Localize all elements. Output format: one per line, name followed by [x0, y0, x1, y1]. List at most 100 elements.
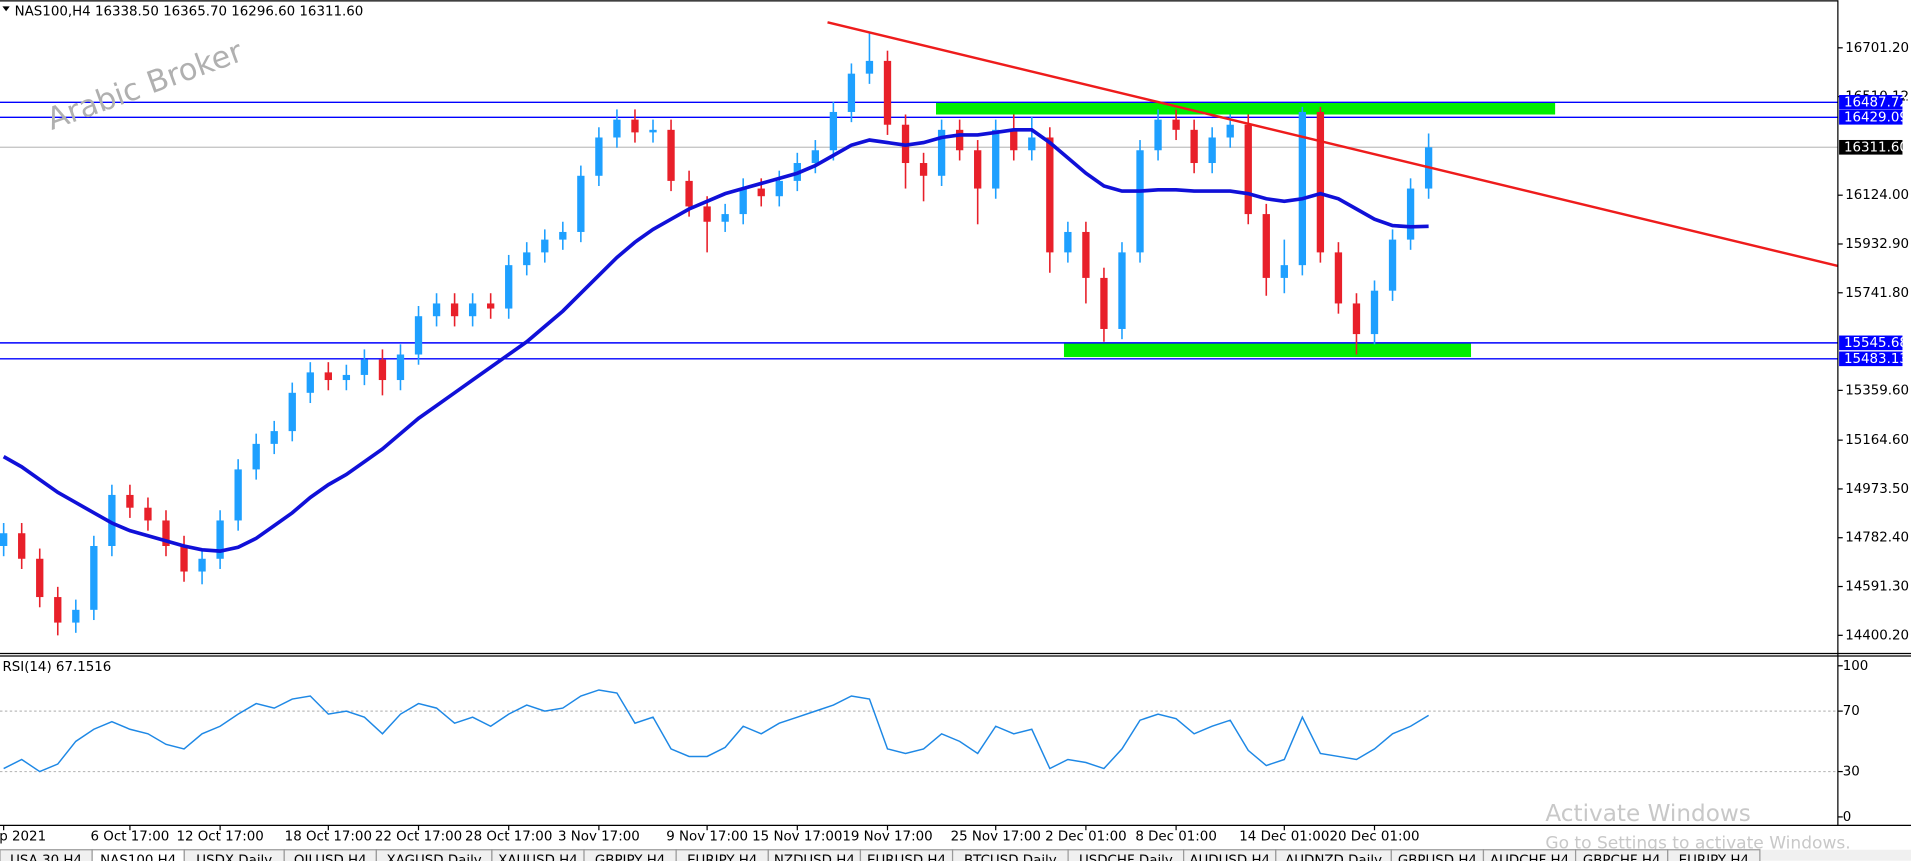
zone	[936, 102, 1556, 115]
candle-body	[306, 372, 314, 393]
x-tick-label: 22 Oct 17:00	[375, 829, 462, 844]
candle-body	[414, 316, 423, 355]
candle-body	[1226, 124, 1234, 138]
candle-body	[342, 374, 351, 381]
candle-body	[739, 188, 747, 215]
price-tag-label: 16487.72	[1844, 95, 1908, 110]
candle-body	[703, 206, 711, 222]
candle-body	[144, 507, 152, 521]
x-tick-label: 28 Oct 17:00	[465, 829, 552, 844]
candle-body	[162, 520, 170, 546]
y-tick-label: 15741.80	[1845, 286, 1909, 301]
menu-arrow[interactable]	[2, 6, 10, 12]
tab-label: AUDUSD,H4	[1189, 854, 1270, 861]
candle-body	[1190, 129, 1198, 164]
x-tick-label: 20 Sep 2021	[0, 829, 46, 844]
tab-label: GBPUSD,H4	[1398, 854, 1477, 861]
price-tag	[1839, 109, 1903, 125]
candle-body	[757, 188, 765, 197]
tab-label: XAGUSD,Daily	[387, 854, 482, 861]
candle-body	[775, 180, 783, 197]
tab-label: AUDCHF,H4	[1490, 854, 1569, 861]
candle-body	[432, 303, 441, 317]
candle-body	[541, 239, 549, 253]
candle-body	[1100, 277, 1108, 329]
candle-body	[54, 597, 62, 623]
tab-label: EURJPY,H4	[687, 854, 757, 861]
candle-body	[667, 129, 675, 181]
tab-label: GBPJPY,H4	[595, 854, 665, 861]
candle-body	[0, 533, 8, 546]
price-tag	[1839, 139, 1903, 155]
rsi-line	[3, 689, 1429, 773]
rsi-title: RSI(14) 67.1516	[2, 660, 111, 675]
tab-label: USDCHF,Daily	[1079, 854, 1173, 861]
candle-body	[90, 545, 98, 610]
candle-body	[631, 119, 639, 133]
candle-body	[1280, 265, 1288, 278]
candle-body	[396, 354, 405, 381]
x-tick-label: 8 Dec 01:00	[1135, 829, 1217, 844]
rsi-tick-label: 0	[1843, 810, 1852, 825]
moving-average	[2, 128, 1429, 553]
candle-body	[559, 231, 567, 240]
candle-body	[649, 129, 657, 133]
x-tick-label: 18 Oct 17:00	[285, 829, 372, 844]
x-tick-label: 2 Dec 01:00	[1045, 829, 1127, 844]
candle-body	[180, 545, 188, 572]
price-tag-label: 16429.09	[1844, 110, 1908, 125]
candle-body	[72, 609, 80, 623]
candle-body	[1316, 111, 1325, 253]
candle-body	[36, 558, 44, 598]
rsi-tick-label: 70	[1843, 704, 1860, 719]
rsi-tick-label: 30	[1843, 765, 1860, 780]
candle-body	[937, 129, 946, 176]
candle-body	[324, 372, 332, 381]
x-tick-label: 20 Dec 01:00	[1329, 829, 1419, 844]
tab-label: NAS100,H4	[100, 854, 176, 861]
x-tick-label: 3 Nov 17:00	[558, 829, 640, 844]
price-tag	[1839, 95, 1903, 110]
tab-label: GBPCHF,H4	[1583, 854, 1661, 861]
candle-body	[1154, 119, 1162, 151]
x-tick-label: 15 Nov 17:00	[752, 829, 842, 844]
candle-body	[577, 175, 585, 232]
candle-body	[270, 431, 278, 444]
y-tick-label: 15932.90	[1845, 237, 1909, 252]
candle-body	[1334, 252, 1343, 304]
candle-body	[378, 359, 387, 381]
y-tick-label: 14782.40	[1845, 531, 1909, 546]
candle-body	[883, 60, 892, 125]
price-tag-label: 15483.13	[1844, 352, 1908, 367]
candle-body	[288, 392, 296, 432]
candle-body	[613, 119, 621, 138]
x-tick-label: 14 Dec 01:00	[1239, 829, 1329, 844]
x-tick-label: 19 Nov 17:00	[842, 829, 932, 844]
candle-body	[18, 533, 26, 559]
y-tick-label: 15359.60	[1845, 383, 1909, 398]
y-tick-label: 14973.50	[1845, 482, 1909, 497]
x-tick-label: 6 Oct 17:00	[91, 829, 170, 844]
candle-body	[252, 443, 260, 470]
candle-body	[1388, 239, 1397, 291]
candle-body	[487, 303, 495, 309]
x-tick-label: 25 Nov 17:00	[951, 829, 1041, 844]
tab-label: BTCUSD,Daily	[964, 854, 1057, 861]
tab-label: AUDNZD,Daily	[1285, 854, 1382, 861]
candle-body	[1046, 137, 1054, 253]
candle-body	[1028, 137, 1036, 151]
candle-body	[685, 180, 693, 207]
tab-label: NZDUSD,H4	[774, 854, 855, 861]
candle-body	[1136, 150, 1144, 253]
candle-body	[595, 137, 603, 176]
candle-body	[108, 494, 116, 546]
tab[interactable]	[1667, 849, 1761, 861]
tab-label: XAUUSD,H4	[498, 854, 578, 861]
chart-header: NAS100,H4 16338.50 16365.70 16296.60 163…	[15, 4, 364, 19]
candle-body	[992, 129, 1000, 189]
candle-body	[126, 494, 134, 508]
candle-body	[974, 150, 982, 189]
